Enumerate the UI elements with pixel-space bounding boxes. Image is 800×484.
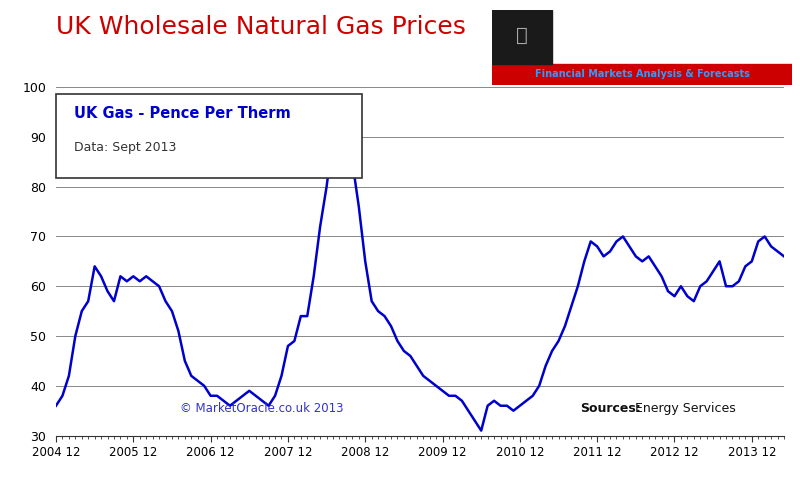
Text: Financial Markets Analysis & Forecasts: Financial Markets Analysis & Forecasts — [534, 69, 750, 79]
Text: Sources:: Sources: — [580, 402, 641, 415]
Text: 👤: 👤 — [516, 27, 528, 45]
Bar — [492, 64, 792, 85]
Text: UK Gas - Pence Per Therm: UK Gas - Pence Per Therm — [74, 106, 291, 121]
Text: © MarketOracle.co.uk 2013: © MarketOracle.co.uk 2013 — [180, 402, 343, 415]
Bar — [492, 10, 552, 64]
Text: Data: Sept 2013: Data: Sept 2013 — [74, 141, 177, 154]
Text: MarketOracle.co.uk: MarketOracle.co.uk — [574, 29, 758, 47]
FancyBboxPatch shape — [56, 94, 362, 178]
Text: UK Wholesale Natural Gas Prices: UK Wholesale Natural Gas Prices — [56, 15, 466, 39]
Text: Energy Services: Energy Services — [634, 402, 735, 415]
